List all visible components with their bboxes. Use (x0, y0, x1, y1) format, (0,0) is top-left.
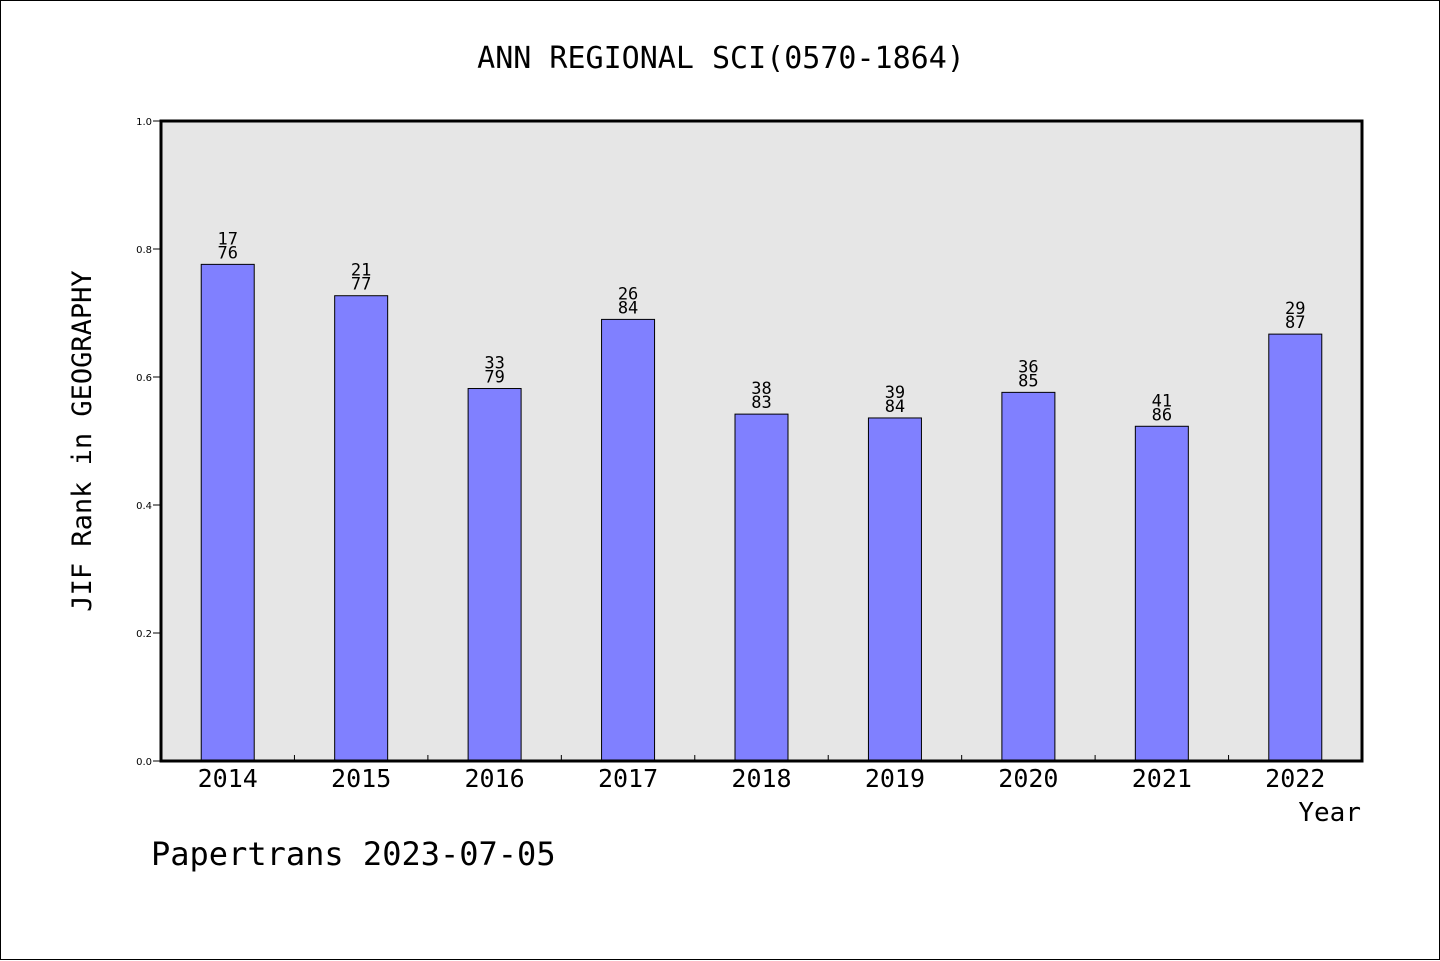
bar-2015 (334, 295, 389, 762)
bar-rank-label: 26 (618, 284, 638, 304)
y-axis: 0.0 0.2 0.4 0.6 0.8 1.0 (136, 117, 161, 768)
bar-rank-label: 36 (1018, 357, 1038, 377)
bar-rank-label: 33 (484, 354, 504, 374)
bar-2014 (200, 263, 255, 762)
bar-total-label: 85 (1018, 371, 1038, 391)
x-tick-label: 2015 (331, 764, 391, 793)
x-tick-label: 2014 (198, 764, 258, 793)
chart-title: ANN REGIONAL SCI(0570-1864) (477, 41, 965, 76)
watermark-text: Papertrans 2023-07-05 (151, 835, 556, 873)
y-tick-label: 0.6 (136, 373, 152, 384)
x-tick-label: 2020 (998, 764, 1058, 793)
y-axis-label: JIF Rank in GEOGRAPHY (67, 270, 98, 611)
bar-rank-label: 39 (885, 383, 905, 403)
bar-rank-label: 21 (351, 261, 371, 281)
bars-group (200, 263, 1323, 762)
bar-rank-label: 29 (1285, 299, 1305, 319)
bar-total-label: 84 (885, 397, 905, 417)
bar-2019 (867, 417, 922, 762)
y-tick-label: 0.0 (136, 757, 152, 768)
y-tick-label: 1.0 (136, 117, 152, 128)
bar-total-label: 79 (484, 368, 504, 388)
x-tick-label: 2021 (1132, 764, 1192, 793)
bar-rank-label: 38 (751, 379, 771, 399)
y-tick-label: 0.4 (136, 501, 152, 512)
x-tick-label: 2017 (598, 764, 658, 793)
bar-2017 (601, 318, 656, 762)
bar-total-label: 83 (751, 393, 771, 413)
plot-border (159, 119, 1364, 763)
bar-total-label: 86 (1152, 405, 1172, 425)
y-tick-label: 0.2 (136, 629, 152, 640)
y-tick-label: 0.8 (136, 245, 152, 256)
x-axis: 2014 2015 2016 2017 2018 2019 2020 2021 2022 (198, 755, 1325, 793)
x-axis-label: Year (1298, 798, 1361, 828)
bar-2016 (467, 388, 522, 762)
bar-2020 (1001, 391, 1056, 762)
bar-total-label: 87 (1285, 313, 1305, 333)
bar-total-label: 77 (351, 275, 371, 295)
x-tick-label: 2018 (731, 764, 791, 793)
x-tick-label: 2022 (1265, 764, 1325, 793)
bar-rank-label: 17 (217, 229, 237, 249)
bar-2022 (1268, 333, 1323, 762)
x-tick-label: 2016 (465, 764, 525, 793)
x-tick-label: 2019 (865, 764, 925, 793)
bar-rank-label: 41 (1152, 391, 1172, 411)
bar-total-label: 76 (217, 243, 237, 263)
bar-2021 (1134, 425, 1189, 762)
bar-total-label: 84 (618, 298, 638, 318)
bar-2018 (734, 413, 789, 762)
